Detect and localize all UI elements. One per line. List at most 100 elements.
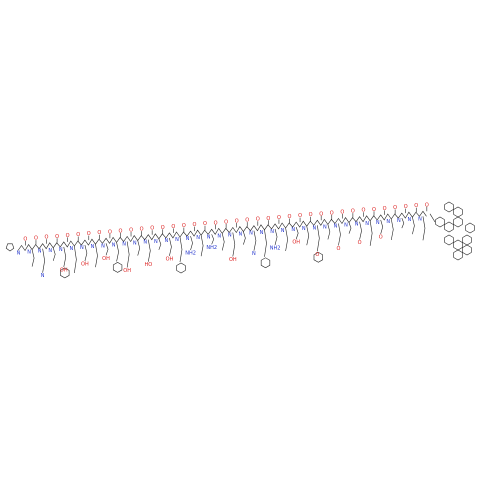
nitrogen-label: N xyxy=(133,241,137,247)
nitrogen-label: N xyxy=(334,224,338,230)
oxygen-label: O xyxy=(235,219,239,225)
side-chain xyxy=(63,246,67,267)
nitrogen-label: N xyxy=(112,242,116,248)
oxygen-label: O xyxy=(192,222,196,228)
nitrogen-label: N xyxy=(302,226,306,232)
nitrogen-label: N xyxy=(323,224,327,230)
oxygen-label: O xyxy=(87,231,91,237)
side-chain-label: N xyxy=(41,273,45,279)
aromatic-ring xyxy=(260,257,271,269)
side-chain-label: OH xyxy=(229,257,237,263)
nitrogen-label: N xyxy=(175,237,179,243)
side-chain xyxy=(359,221,362,240)
side-chain-label: NH2 xyxy=(270,245,281,251)
oxygen-label: O xyxy=(298,213,302,219)
side-chain xyxy=(137,240,141,256)
oxygen-label: O xyxy=(182,223,186,229)
nitrogen-label: N xyxy=(186,236,190,242)
nitrogen-label: N xyxy=(408,217,412,223)
side-chain xyxy=(190,236,193,251)
oxygen-label: O xyxy=(119,228,123,234)
side-chain xyxy=(348,222,352,234)
side-chain xyxy=(52,247,56,261)
nitrogen-label: N xyxy=(196,235,200,241)
nitrogen-label: N xyxy=(165,238,169,244)
side-chain xyxy=(264,229,267,257)
nitrogen-label: N xyxy=(38,249,42,255)
oxygen-label: O xyxy=(361,208,365,214)
nitrogen-label: N xyxy=(281,228,285,234)
side-chain xyxy=(95,244,98,268)
side-chain-label: OH xyxy=(166,256,174,262)
nitrogen-label: N xyxy=(27,250,31,256)
oxygen-label: O xyxy=(76,232,80,238)
nitrogen-label: N xyxy=(386,219,390,225)
oxygen-label: O xyxy=(383,206,387,212)
side-chain-label: NH2 xyxy=(206,245,217,251)
side-chain xyxy=(221,233,225,251)
side-chain xyxy=(327,224,331,240)
nitrogen-label: N xyxy=(291,227,295,233)
side-chain xyxy=(105,243,109,256)
oxygen-label: O xyxy=(414,203,418,209)
dye-ring xyxy=(453,206,463,218)
side-chain xyxy=(31,249,35,267)
nitrogen-label: N xyxy=(249,231,253,237)
nitrogen-label: N xyxy=(91,244,95,250)
nitrogen-label: N xyxy=(217,233,221,239)
side-chain xyxy=(126,241,130,268)
oxygen-label: O xyxy=(45,235,49,241)
side-chain xyxy=(243,231,246,245)
oxygen-label: O xyxy=(266,216,270,222)
nitrogen-label: N xyxy=(207,234,211,240)
side-chain xyxy=(147,239,151,262)
side-chain xyxy=(116,242,119,262)
nitrogen-label: N xyxy=(270,229,274,235)
nitrogen-label: N xyxy=(376,220,380,226)
side-chain-label: O xyxy=(336,246,340,252)
oxygen-label: O xyxy=(288,214,292,220)
side-chain xyxy=(179,236,183,263)
dye-ring xyxy=(444,201,454,213)
oxygen-label: O xyxy=(330,210,334,216)
nitrogen-label: N xyxy=(312,225,316,231)
aromatic-ring xyxy=(112,262,123,273)
nitrogen-label: N xyxy=(69,246,73,252)
oxygen-label: O xyxy=(129,228,133,234)
oxygen-label: O xyxy=(55,234,59,240)
ring xyxy=(5,243,15,252)
nitrogen-label: N xyxy=(238,232,242,238)
side-chain xyxy=(285,227,288,252)
nitrogen-label: N xyxy=(122,242,126,248)
dye-ring xyxy=(453,216,463,228)
side-chain xyxy=(42,248,45,273)
side-chain xyxy=(401,217,405,229)
side-chain-label: HO xyxy=(144,262,152,268)
oxygen-label: O xyxy=(340,210,344,216)
oxygen-label: O xyxy=(245,218,249,224)
oxygen-label: O xyxy=(309,212,313,218)
dye-ring xyxy=(453,239,463,251)
nitrogen-label: N xyxy=(80,245,84,251)
nitrogen-label: N xyxy=(59,247,63,253)
oxygen-label: O xyxy=(319,211,323,217)
oxygen-label: O xyxy=(108,229,112,235)
nitrogen-label: N xyxy=(355,222,359,228)
oxygen-label: O xyxy=(214,220,218,226)
dye-ring xyxy=(462,244,472,256)
aromatic-ring xyxy=(60,267,70,279)
aromatic-ring xyxy=(176,262,186,274)
side-chain-label: OH xyxy=(123,268,131,274)
oxygen-label: O xyxy=(23,237,27,243)
side-chain xyxy=(211,234,214,245)
side-chain-label: OH xyxy=(292,240,300,246)
side-chain xyxy=(412,217,415,235)
oxygen-label: O xyxy=(34,236,38,242)
side-chain-label: OH xyxy=(60,267,68,273)
oxygen-label: O xyxy=(224,219,228,225)
side-chain xyxy=(274,228,278,245)
side-chain xyxy=(295,227,299,240)
side-chain xyxy=(317,225,320,252)
side-chain-label: OH xyxy=(81,262,89,268)
